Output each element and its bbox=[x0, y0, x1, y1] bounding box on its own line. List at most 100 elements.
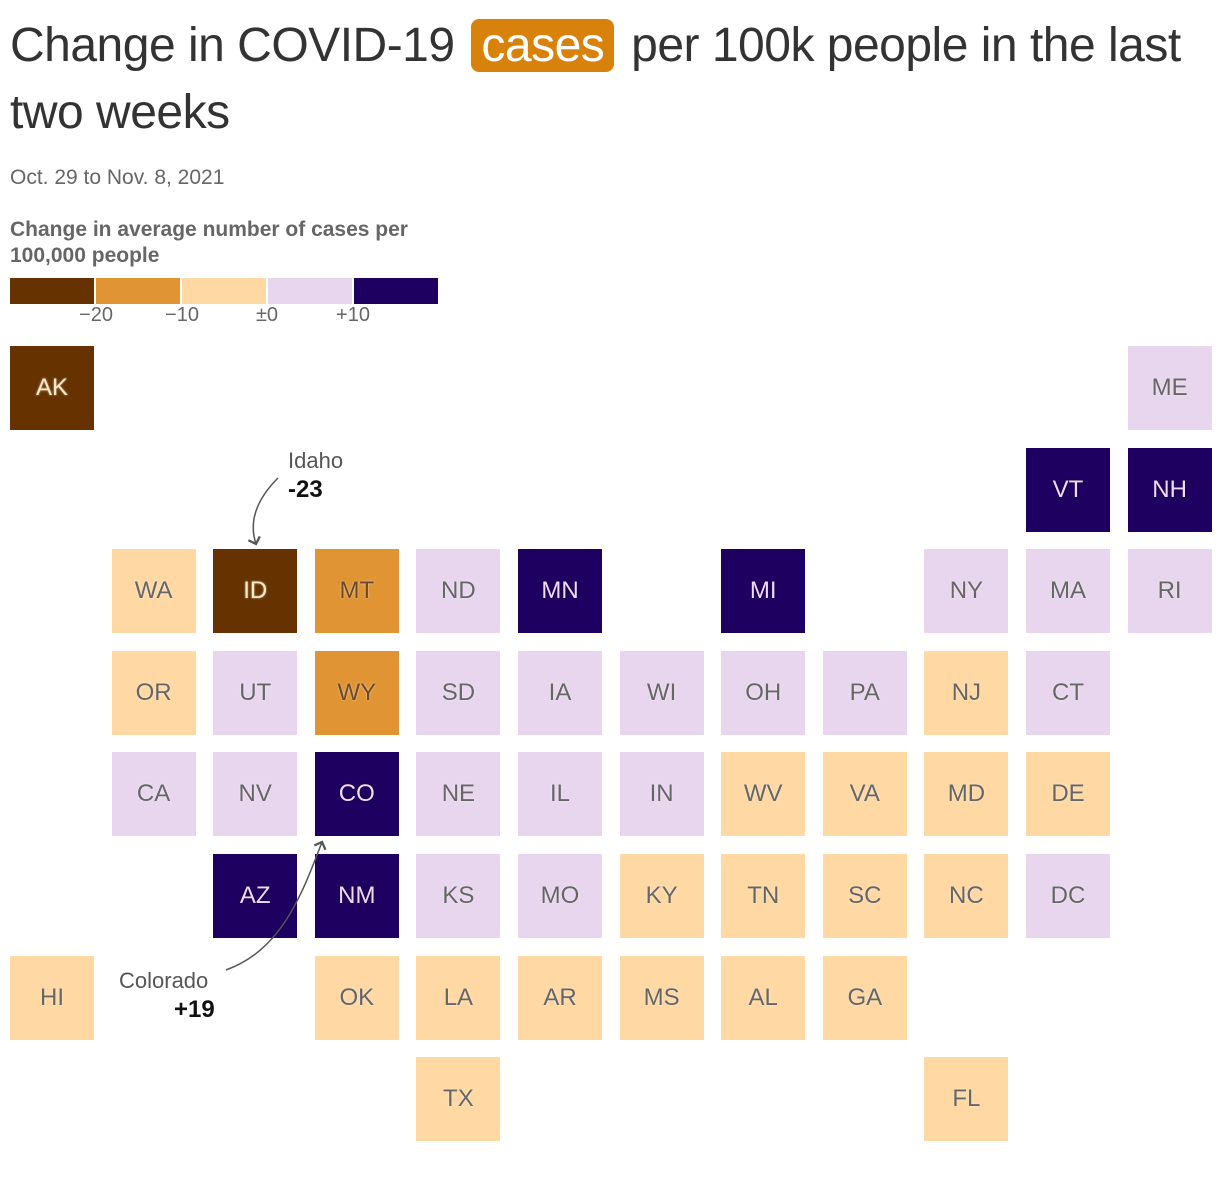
legend-swatch bbox=[182, 278, 268, 304]
state-tile-label: AZ bbox=[239, 882, 271, 909]
state-tile-label: MA bbox=[1050, 577, 1086, 605]
legend-tick: −20 bbox=[79, 304, 113, 326]
state-tile-sc[interactable]: SC bbox=[822, 854, 907, 938]
state-tile-wi[interactable]: WI bbox=[619, 650, 704, 735]
legend-tick: +10 bbox=[336, 304, 370, 326]
state-tile-ms[interactable]: MS bbox=[619, 955, 704, 1040]
state-tile-ne[interactable]: NE bbox=[416, 752, 501, 837]
state-tile-label: WY bbox=[337, 678, 377, 706]
state-tile-nd[interactable]: ND bbox=[416, 549, 501, 634]
state-tile-label: KS bbox=[442, 882, 475, 909]
state-tile-pa[interactable]: PA bbox=[822, 650, 907, 735]
state-tile-il[interactable]: IL bbox=[518, 752, 602, 837]
state-tile-label: OH bbox=[745, 678, 782, 706]
chart-subtitle: Oct. 29 to Nov. 8, 2021 bbox=[10, 166, 225, 189]
state-tile-nv[interactable]: NV bbox=[213, 752, 298, 837]
state-tile-al[interactable]: AL bbox=[721, 955, 806, 1040]
state-tile-mo[interactable]: MO bbox=[518, 854, 602, 938]
state-tile-label: NC bbox=[949, 882, 984, 909]
state-tile-ga[interactable]: GA bbox=[822, 955, 907, 1040]
chart-title: Change in COVID-19 cases per 100k people… bbox=[10, 12, 1210, 146]
colorado-annotation-value: +19 bbox=[174, 996, 215, 1023]
state-tile-label: CO bbox=[338, 780, 375, 808]
state-tile-ok[interactable]: OK bbox=[314, 955, 399, 1040]
state-tile-label: AL bbox=[748, 983, 778, 1011]
state-tile-ar[interactable]: AR bbox=[518, 955, 602, 1040]
state-tile-mt[interactable]: MT bbox=[314, 549, 399, 634]
state-tile-label: ID bbox=[243, 577, 268, 605]
legend-color-scale bbox=[10, 278, 438, 304]
state-tile-oh[interactable]: OH bbox=[721, 650, 806, 735]
legend-tick: −10 bbox=[165, 304, 199, 326]
state-tile-label: NJ bbox=[951, 678, 982, 706]
state-tile-label: IN bbox=[649, 780, 674, 808]
title-text-before: Change in COVID-19 bbox=[10, 19, 455, 72]
state-tile-label: MS bbox=[643, 983, 680, 1011]
state-tile-label: FL bbox=[952, 1085, 981, 1113]
state-tile-label: RI bbox=[1157, 577, 1182, 605]
state-tile-ny[interactable]: NY bbox=[924, 549, 1009, 634]
state-tile-id[interactable]: ID bbox=[213, 549, 298, 634]
state-tile-label: LA bbox=[443, 983, 474, 1011]
state-tile-ky[interactable]: KY bbox=[619, 854, 704, 938]
state-tile-ri[interactable]: RI bbox=[1127, 549, 1212, 634]
state-tile-label: AK bbox=[35, 374, 68, 401]
state-tile-wa[interactable]: WA bbox=[111, 549, 196, 634]
state-tile-ma[interactable]: MA bbox=[1026, 549, 1110, 634]
state-tile-label: OK bbox=[339, 983, 375, 1011]
state-tile-label: ME bbox=[1151, 374, 1188, 401]
state-tile-label: WI bbox=[646, 678, 677, 706]
state-tile-ct[interactable]: CT bbox=[1026, 650, 1110, 735]
state-tile-label: NH bbox=[1152, 475, 1187, 503]
state-tile-in[interactable]: IN bbox=[619, 752, 704, 837]
state-tile-co[interactable]: CO bbox=[314, 752, 399, 837]
state-tile-nh[interactable]: NH bbox=[1127, 447, 1212, 532]
state-tile-dc[interactable]: DC bbox=[1026, 854, 1110, 938]
state-tile-label: SD bbox=[441, 678, 476, 706]
state-tile-mn[interactable]: MN bbox=[518, 549, 602, 634]
state-tile-label: VA bbox=[849, 780, 880, 808]
state-tile-ut[interactable]: UT bbox=[213, 650, 298, 735]
state-tile-label: NY bbox=[949, 577, 984, 605]
state-tile-or[interactable]: OR bbox=[111, 650, 196, 735]
state-tile-vt[interactable]: VT bbox=[1026, 447, 1110, 532]
state-tile-ca[interactable]: CA bbox=[111, 752, 196, 837]
state-tile-label: OR bbox=[135, 678, 172, 706]
state-tile-fl[interactable]: FL bbox=[924, 1057, 1009, 1142]
state-tile-label: IA bbox=[548, 678, 572, 706]
state-tile-label: UT bbox=[239, 678, 272, 706]
state-tile-tx[interactable]: TX bbox=[416, 1057, 501, 1142]
state-tile-nj[interactable]: NJ bbox=[924, 650, 1009, 735]
state-tile-nc[interactable]: NC bbox=[924, 854, 1009, 938]
legend-swatch bbox=[10, 278, 96, 304]
state-tile-tn[interactable]: TN bbox=[721, 854, 806, 938]
state-tile-label: DC bbox=[1050, 882, 1086, 909]
legend-title: Change in average number of cases per 10… bbox=[10, 218, 408, 267]
state-tile-va[interactable]: VA bbox=[822, 752, 907, 837]
state-tile-label: MD bbox=[947, 780, 986, 808]
idaho-annotation-label: Idaho bbox=[288, 448, 344, 473]
state-tile-mi[interactable]: MI bbox=[721, 549, 806, 634]
legend-swatch bbox=[268, 278, 354, 304]
state-tile-label: ND bbox=[441, 577, 476, 605]
state-tile-wy[interactable]: WY bbox=[314, 650, 399, 735]
state-tile-ia[interactable]: IA bbox=[518, 650, 602, 735]
state-tile-nm[interactable]: NM bbox=[314, 854, 399, 938]
state-tile-sd[interactable]: SD bbox=[416, 650, 501, 735]
state-tile-de[interactable]: DE bbox=[1026, 752, 1110, 837]
state-tile-label: MT bbox=[339, 577, 375, 605]
state-tile-label: NE bbox=[441, 780, 476, 808]
state-tile-la[interactable]: LA bbox=[416, 955, 501, 1040]
state-tile-wv[interactable]: WV bbox=[721, 752, 806, 837]
state-tile-md[interactable]: MD bbox=[924, 752, 1009, 837]
state-tile-label: CT bbox=[1052, 678, 1084, 706]
state-tile-hi[interactable]: HI bbox=[10, 955, 94, 1040]
state-tile-me[interactable]: ME bbox=[1127, 346, 1212, 430]
state-tile-ak[interactable]: AK bbox=[10, 346, 94, 430]
state-tile-ks[interactable]: KS bbox=[416, 854, 501, 938]
legend-swatch bbox=[354, 278, 438, 304]
state-tile-label: HI bbox=[40, 983, 64, 1011]
idaho-annotation-value: -23 bbox=[288, 476, 323, 503]
state-tile-label: GA bbox=[847, 983, 883, 1011]
